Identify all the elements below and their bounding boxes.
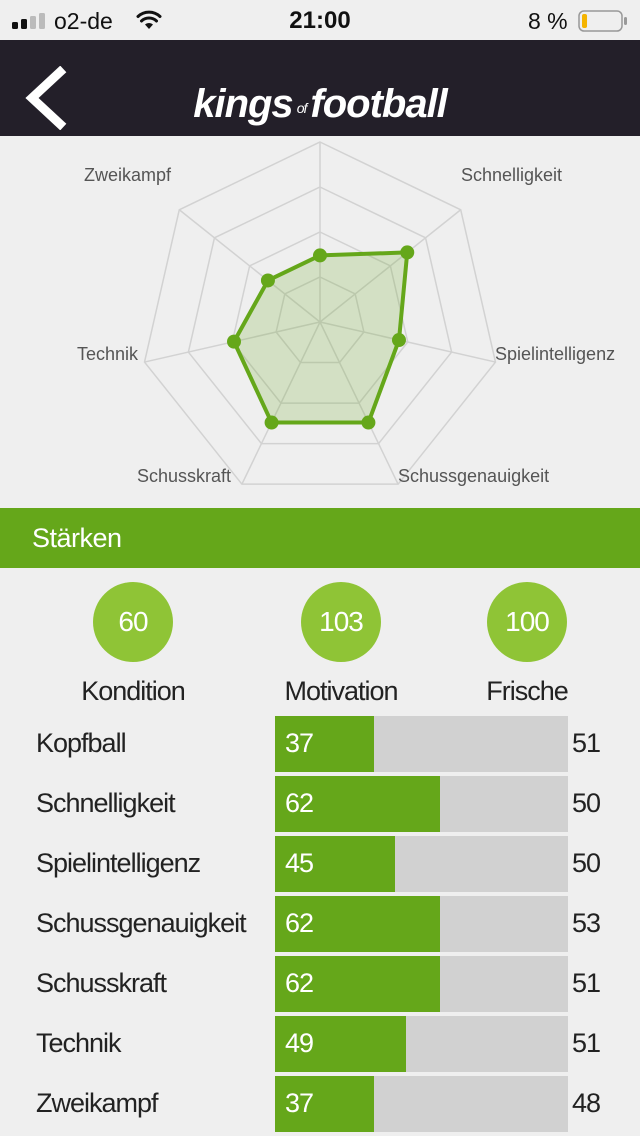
radar-axis-line: [319, 321, 399, 485]
radar-point-1: [400, 245, 415, 260]
radar-grid-ring: [275, 276, 365, 364]
skill-bar-fill: [275, 836, 395, 892]
section-header-staerken: Stärken: [0, 508, 640, 568]
battery-percentage: 8 %: [528, 8, 568, 34]
skill-row-schussgenauigkeit: Schussgenauigkeit 62 53: [0, 896, 640, 952]
radar-point-6: [260, 273, 275, 288]
skill-bar-fill: [275, 956, 441, 1012]
skill-reference-value: 50: [572, 788, 601, 818]
skill-bar-track: 62: [275, 956, 568, 1012]
skill-name: Schusskraft: [36, 968, 167, 998]
skill-bar-fill: [275, 716, 374, 772]
skill-bar-track: 37: [275, 1076, 568, 1132]
skill-value: 45: [285, 848, 314, 878]
radar-axis-line: [319, 209, 462, 323]
skill-value: 37: [285, 1088, 314, 1118]
stat-label: Frische: [486, 676, 569, 706]
stat-label: Motivation: [284, 676, 398, 706]
skill-value: 49: [285, 1028, 314, 1058]
skill-row-schusskraft: Schusskraft 62 51: [0, 956, 640, 1012]
radar-label-technik: Technik: [77, 344, 139, 364]
skill-bar-fill: [275, 1076, 374, 1132]
radar-series-area: [232, 250, 410, 425]
radar-label-schusskraft: Schusskraft: [137, 466, 232, 486]
skill-bar-fill: [275, 1016, 406, 1072]
carrier-name: o2-de: [54, 8, 113, 34]
skill-bar-track: 49: [275, 1016, 568, 1072]
radar-grid-ring: [187, 186, 453, 445]
radar-label-schussgenauigkeit: Schussgenauigkeit: [398, 466, 550, 486]
radar-axis-line: [241, 321, 321, 485]
stat-circle: 100: [487, 582, 567, 662]
radar-label-zweikampf: Zweikampf: [84, 165, 172, 185]
skill-name: Kopfball: [36, 728, 127, 758]
skill-reference-value: 51: [572, 728, 601, 758]
skill-reference-value: 51: [572, 968, 601, 998]
radar-point-3: [361, 415, 376, 430]
radar-point-0: [313, 248, 327, 263]
stat-frische: 100 Frische: [427, 582, 627, 707]
radar-axis-line: [319, 321, 496, 363]
skill-reference-value: 51: [572, 1028, 601, 1058]
signal-strength-icon: [12, 13, 45, 29]
nav-bar: kings of football: [0, 40, 640, 136]
skill-reference-value: 48: [572, 1088, 601, 1118]
radar-label-schnelligkeit: Schnelligkeit: [461, 165, 563, 185]
skill-reference-value: 50: [572, 848, 601, 878]
radar-point-4: [264, 415, 279, 430]
radar-point-5: [227, 334, 242, 349]
stat-kondition: 60 Kondition: [33, 582, 233, 707]
skill-bar-track: 62: [275, 776, 568, 832]
skill-value: 62: [285, 968, 314, 998]
logo-word-of: of: [296, 100, 308, 116]
skill-value: 62: [285, 908, 314, 938]
radar-point-2: [391, 333, 406, 348]
skill-name: Technik: [36, 1028, 122, 1058]
stat-motivation: 103 Motivation: [241, 582, 441, 707]
skill-reference-value: 53: [572, 908, 601, 938]
logo-word-football: football: [310, 82, 447, 126]
stat-circle: 60: [93, 582, 173, 662]
skill-value: 37: [285, 728, 314, 758]
skill-row-kopfball: Kopfball 37 51: [0, 716, 640, 772]
logo-word-kings: kings: [193, 82, 293, 126]
radar-axis-line: [178, 209, 321, 323]
skill-bar-fill: [275, 776, 441, 832]
skill-name: Spielintelligenz: [36, 848, 201, 878]
skill-name: Schnelligkeit: [36, 788, 176, 818]
stat-circle: 103: [301, 582, 381, 662]
skill-row-schnelligkeit: Schnelligkeit 62 50: [0, 776, 640, 832]
chevron-left-icon: [25, 65, 67, 131]
skill-row-technik: Technik 49 51: [0, 1016, 640, 1072]
radar-chart: Schnelligkeit Spielintelligenz Schussgen…: [0, 136, 640, 508]
skill-row-zweikampf: Zweikampf 37 48: [0, 1076, 640, 1132]
skill-bar-track: 62: [275, 896, 568, 952]
wifi-icon: [136, 10, 162, 29]
radar-grid-ring: [143, 141, 497, 485]
radar-chart-svg: [143, 141, 497, 485]
stat-label: Kondition: [81, 676, 186, 706]
skill-row-spielintelligenz: Spielintelligenz 45 50: [0, 836, 640, 892]
radar-grid-ring: [231, 231, 409, 404]
battery-icon: [578, 10, 627, 32]
skill-bar-track: 37: [275, 716, 568, 772]
section-title: Stärken: [32, 523, 122, 553]
clock: 21:00: [289, 7, 351, 34]
skill-value: 62: [285, 788, 314, 818]
status-bar: o2-de 21:00 8 %: [0, 0, 640, 40]
skill-name: Zweikampf: [36, 1088, 159, 1118]
radar-label-spielintelligenz: Spielintelligenz: [495, 344, 616, 364]
back-button[interactable]: [18, 65, 78, 131]
app-logo: kings of football: [0, 82, 640, 127]
skill-bar-fill: [275, 896, 441, 952]
skill-bar-track: 45: [275, 836, 568, 892]
skill-name: Schussgenauigkeit: [36, 908, 247, 938]
